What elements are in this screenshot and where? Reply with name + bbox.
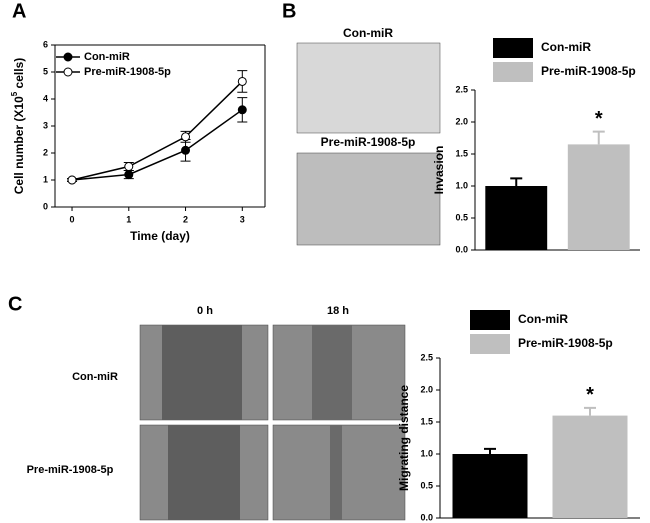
marker [237, 105, 247, 115]
row-label: Con-miR [72, 371, 118, 383]
bar [552, 415, 628, 518]
y-tick-label: 1.0 [420, 448, 433, 458]
y-axis-label: Invasion [432, 146, 446, 195]
y-tick-label: 1.0 [455, 180, 468, 190]
error-bar [584, 406, 596, 416]
y-axis-label-part: cells) [12, 58, 26, 92]
panel-label: C [8, 293, 22, 315]
legend-marker [63, 67, 73, 77]
y-tick-label: 0.5 [455, 212, 468, 222]
y-tick-label: 4 [43, 93, 48, 103]
legend-swatch [493, 62, 533, 82]
legend-label: Con-miR [518, 312, 568, 326]
legend-label: Pre-miR-1908-5p [84, 66, 171, 78]
series-line [71, 109, 243, 181]
y-tick-label: 2.5 [420, 352, 433, 362]
y-tick-label: 1 [43, 174, 48, 184]
error-bar [592, 130, 605, 145]
x-tick-label: 3 [240, 214, 245, 224]
y-tick-label: 0.5 [420, 480, 433, 490]
y-tick-label: 2.0 [420, 384, 433, 394]
error-bar [484, 447, 496, 454]
y-axis-label-part: 5 [10, 91, 19, 96]
micrograph [296, 42, 441, 134]
y-tick-label: 2 [43, 147, 48, 157]
x-tick-label: 0 [70, 214, 75, 224]
wound-gap [330, 425, 342, 520]
y-tick-label: 1.5 [420, 416, 433, 426]
significance-mark: * [595, 108, 603, 130]
legend-label: Pre-miR-1908-5p [541, 64, 636, 78]
y-tick-label: 2.0 [455, 116, 468, 126]
legend-swatch [470, 310, 510, 330]
y-tick-label: 6 [43, 39, 48, 49]
legend-label: Pre-miR-1908-5p [518, 336, 613, 350]
y-axis-label: Migrating distance [397, 385, 411, 491]
legend-swatch [470, 334, 510, 354]
y-tick-label: 1.5 [455, 148, 468, 158]
y-tick-label: 5 [43, 66, 48, 76]
y-tick-label: 2.5 [455, 84, 468, 94]
wound-gap [162, 325, 242, 420]
row-label: Pre-miR-1908-5p [27, 464, 114, 476]
y-tick-label: 0 [43, 201, 48, 211]
x-axis-label: Time (day) [130, 229, 190, 243]
marker [237, 76, 247, 86]
wound-gap [168, 425, 240, 520]
micrograph [296, 152, 441, 246]
bar [452, 454, 528, 518]
column-label: 0 h [197, 305, 213, 317]
y-tick-label: 0.0 [420, 512, 433, 522]
wound-gap [312, 325, 352, 420]
y-axis-label-part: Cell number (X10 [12, 96, 26, 194]
legend-swatch [493, 38, 533, 58]
panel-label: B [282, 0, 296, 22]
x-tick-label: 1 [126, 214, 131, 224]
marker [181, 145, 191, 155]
marker [124, 162, 134, 171]
y-tick-label: 3 [43, 120, 48, 130]
legend-marker [63, 52, 73, 62]
marker [67, 175, 77, 185]
bar [567, 144, 630, 250]
micrograph-label: Con-miR [343, 26, 393, 40]
column-label: 18 h [327, 305, 349, 317]
legend-label: Con-miR [541, 40, 591, 54]
error-bar [510, 177, 523, 186]
bar [485, 186, 548, 250]
marker [181, 132, 191, 142]
marker [124, 170, 134, 180]
micrograph-label: Pre-miR-1908-5p [321, 135, 416, 149]
significance-mark: * [586, 384, 594, 406]
series-line [71, 80, 243, 181]
panel-label: A [12, 0, 26, 22]
y-tick-label: 0.0 [455, 244, 468, 254]
legend-label: Con-miR [84, 51, 130, 63]
x-tick-label: 2 [183, 214, 188, 224]
y-axis-label: Cell number (X105 cells) [10, 58, 26, 195]
